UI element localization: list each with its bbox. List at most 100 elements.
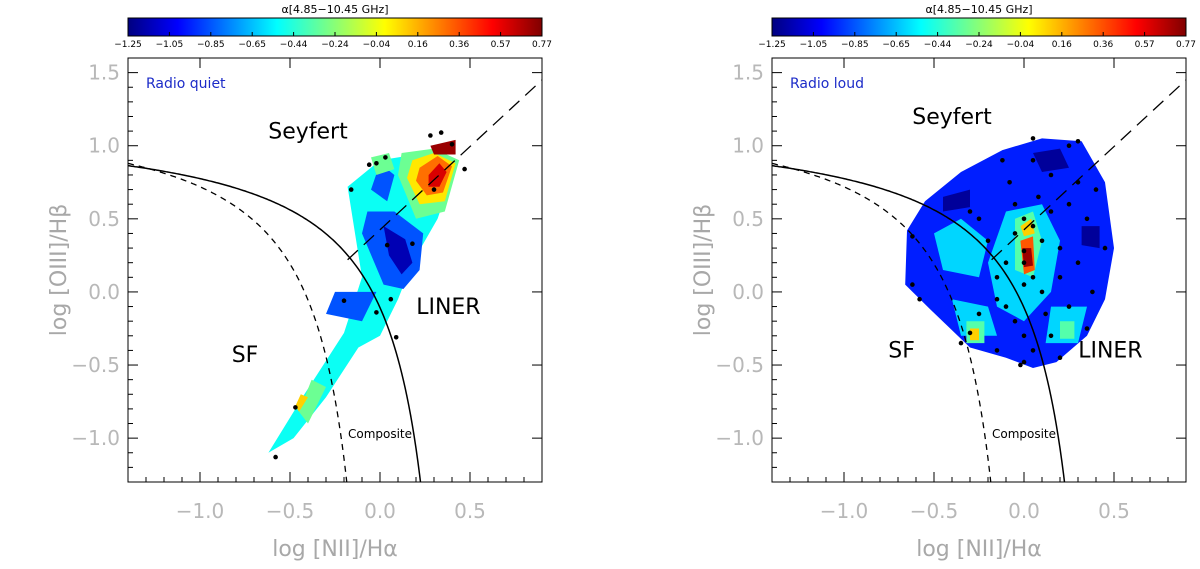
region-label: SF [232, 343, 259, 368]
y-tick-label: 0.5 [732, 207, 764, 231]
data-point [388, 296, 394, 302]
colorbar-tick-label: 0.77 [1176, 40, 1196, 50]
region-label: Seyfert [268, 119, 348, 144]
colorbar-title: α[4.85−10.45 GHz] [925, 3, 1032, 16]
data-point [967, 330, 973, 336]
contour-patch [371, 153, 395, 175]
data-point [428, 133, 433, 138]
colorbar-title: α[4.85−10.45 GHz] [281, 3, 388, 16]
contour-patch [326, 291, 377, 322]
data-point [994, 275, 1000, 280]
colorbar-tick-label: 0.57 [1135, 40, 1155, 50]
data-point [1036, 194, 1041, 200]
data-point [1030, 348, 1036, 353]
data-point [374, 310, 379, 315]
data-point [438, 130, 444, 135]
y-tick-label: −0.5 [71, 353, 120, 377]
data-point [348, 187, 354, 192]
colorbar-tick-label: −0.24 [965, 40, 993, 50]
data-point [1066, 143, 1072, 148]
contour-patch [383, 226, 413, 275]
data-point [1057, 275, 1063, 280]
colorbar-tick-label: −1.05 [800, 40, 828, 50]
colorbar-tick-label: 0.36 [449, 40, 469, 50]
data-point [383, 155, 388, 160]
panel-label: Radio loud [790, 76, 864, 92]
y-tick-label: 1.0 [732, 134, 764, 158]
data-point [1039, 238, 1045, 244]
data-point [410, 241, 415, 246]
colorbar-tick-label: 0.36 [1093, 40, 1113, 50]
data-point [1012, 201, 1018, 207]
plot-area [772, 79, 1186, 482]
x-tick-label: 0.0 [364, 499, 396, 523]
contour-patch [1060, 321, 1075, 339]
data-point [1084, 326, 1090, 331]
kewley-line [128, 164, 422, 482]
contour-patch [970, 328, 979, 341]
x-axis-title: log [NII]/Hα [916, 537, 1042, 562]
contour-patch [430, 139, 456, 155]
data-point [1093, 187, 1099, 192]
data-point [1048, 209, 1054, 214]
data-point [976, 311, 982, 317]
colorbar-tick-label: −0.04 [363, 40, 391, 50]
kauffmann-line [128, 162, 348, 482]
x-tick-label: 0.0 [1008, 499, 1040, 523]
region-label: SF [888, 339, 915, 364]
data-point [341, 298, 347, 304]
colorbar-tick-label: −0.85 [197, 40, 225, 50]
colorbar-tick-label: 0.16 [1052, 40, 1072, 50]
colorbar: α[4.85−10.45 GHz] −1.25 −1.05 −0.85 −0.65 −0.… [114, 3, 552, 50]
contour-patch [943, 189, 970, 212]
region-label: Composite [992, 427, 1056, 441]
seyfert-liner-line [991, 79, 1186, 261]
colorbar-tick-label: −0.04 [1007, 40, 1035, 50]
data-point [293, 405, 298, 410]
data-point [449, 142, 455, 147]
panel-radio-loud: α[4.85−10.45 GHz] −1.25 −1.05 −0.85 −0.65 −0.… [691, 3, 1196, 562]
data-point [431, 187, 437, 192]
x-tick-label: −0.5 [910, 499, 959, 523]
colorbar-tick-label: 0.16 [408, 40, 428, 50]
data-point [366, 162, 372, 167]
colorbar-tick-label: −0.65 [882, 40, 910, 50]
kewley-line [772, 164, 1066, 482]
contour-patch [952, 299, 997, 336]
data-point [374, 161, 379, 166]
colorbar-tick-label: −1.25 [114, 40, 142, 50]
x-tick-label: −1.0 [176, 499, 225, 523]
data-point [1043, 311, 1048, 317]
panel-radio-quiet: α[4.85−10.45 GHz] −1.25 −1.05 −0.85 −0.65 −0.… [47, 3, 552, 562]
y-axis-title: log [OIII]/Hβ [47, 204, 72, 336]
data-point [1075, 260, 1081, 266]
data-point [462, 166, 467, 172]
data-point [1030, 223, 1036, 229]
data-point [985, 238, 991, 244]
contour-patch [1033, 148, 1069, 172]
data-point [1066, 201, 1072, 207]
data-point [1021, 333, 1027, 339]
data-point [1021, 248, 1027, 254]
axes-frame [127, 57, 543, 483]
data-point [1021, 282, 1027, 287]
data-point [917, 296, 922, 302]
colorbar-tick-label: −1.25 [758, 40, 786, 50]
data-point [958, 340, 964, 346]
y-tick-label: −1.0 [71, 426, 120, 450]
region-label: LINER [1078, 339, 1142, 364]
x-tick-label: 0.5 [454, 499, 486, 523]
data-point [1039, 289, 1045, 295]
colorbar-tick-label: 0.57 [491, 40, 511, 50]
y-axis-title: log [OIII]/Hβ [691, 204, 716, 336]
data-point [1021, 260, 1027, 266]
y-tick-label: 0.0 [88, 280, 120, 304]
kauffmann-line [772, 162, 992, 482]
colorbar-tick-label: −0.24 [321, 40, 349, 50]
data-point [1057, 355, 1063, 361]
data-point [1075, 139, 1081, 144]
y-tick-label: 1.0 [88, 134, 120, 158]
x-tick-label: −0.5 [266, 499, 315, 523]
colorbar-tick-label: −1.05 [156, 40, 184, 50]
data-point [384, 242, 390, 248]
